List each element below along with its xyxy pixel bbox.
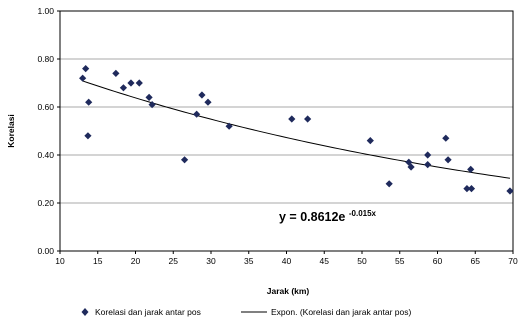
trendline-equation: y = 0.8612e -0.015x	[279, 209, 377, 224]
data-point	[463, 185, 471, 193]
data-point	[135, 79, 143, 87]
data-point	[79, 74, 87, 82]
x-tick-label: 40	[282, 256, 292, 266]
data-point	[112, 69, 120, 77]
data-point	[385, 180, 393, 188]
legend-marker-diamond	[81, 308, 89, 316]
y-tick-label: 0.00	[37, 246, 54, 256]
data-point	[198, 91, 206, 99]
data-point	[407, 163, 415, 171]
x-tick-label: 20	[131, 256, 141, 266]
data-point	[180, 156, 189, 164]
data-point	[424, 161, 432, 169]
data-point	[204, 98, 212, 106]
data-point	[145, 93, 153, 101]
data-point	[148, 101, 156, 109]
data-point	[442, 134, 450, 142]
data-point	[85, 98, 93, 106]
x-tick-label: 30	[206, 256, 216, 266]
x-tick-label: 15	[93, 256, 103, 266]
data-point	[366, 137, 374, 145]
y-tick-label: 0.20	[37, 198, 54, 208]
x-tick-label: 35	[244, 256, 254, 266]
x-axis-title: Jarak (km)	[267, 286, 310, 296]
data-point	[506, 187, 514, 195]
data-point	[225, 122, 233, 130]
x-tick-label: 60	[433, 256, 443, 266]
data-point	[288, 115, 296, 123]
x-tick-label: 65	[471, 256, 481, 266]
x-axis: 10 15 20 25 30 35 40 45 50 55 60 65 70	[55, 251, 518, 266]
trendline	[82, 80, 511, 179]
data-point	[127, 79, 135, 87]
y-tick-label: 1.00	[37, 6, 54, 16]
x-tick-label: 50	[357, 256, 367, 266]
y-tick-label: 0.60	[37, 102, 54, 112]
x-tick-label: 45	[320, 256, 330, 266]
equation-exponent: -0.015x	[349, 209, 377, 218]
data-points	[79, 65, 514, 195]
data-point	[304, 115, 312, 123]
x-tick-label: 25	[169, 256, 179, 266]
y-tick-label: 0.40	[37, 150, 54, 160]
gridlines	[60, 58, 513, 204]
legend-label-trendline: Expon. (Korelasi dan jarak antar pos)	[271, 307, 411, 317]
data-point	[444, 156, 452, 164]
data-point	[193, 110, 201, 118]
x-tick-label: 70	[508, 256, 518, 266]
y-tick-label: 0.80	[37, 54, 54, 64]
x-tick-label: 10	[55, 256, 65, 266]
legend-label-points: Korelasi dan jarak antar pos	[95, 307, 201, 317]
data-point	[82, 65, 90, 73]
data-point	[424, 151, 432, 159]
equation-main: y = 0.8612e	[279, 210, 345, 224]
y-axis-title: Korelasi	[6, 114, 16, 148]
data-point	[84, 132, 92, 140]
legend: Korelasi dan jarak antar pos Expon. (Kor…	[81, 307, 411, 317]
data-point	[467, 165, 475, 173]
y-axis: 0.00 0.20 0.40 0.60 0.80 1.00	[37, 6, 60, 256]
data-point	[467, 185, 476, 193]
data-point	[119, 84, 128, 92]
x-tick-label: 55	[395, 256, 405, 266]
